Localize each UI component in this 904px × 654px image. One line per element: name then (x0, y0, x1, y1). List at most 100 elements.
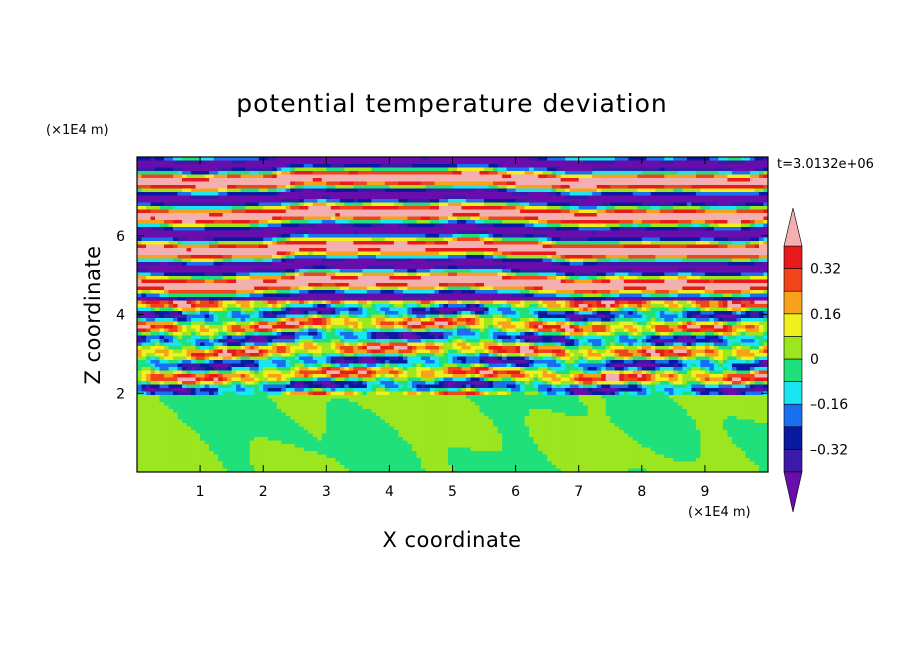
contour-cell (722, 244, 729, 249)
contour-cell (637, 164, 643, 169)
contour-cell (213, 199, 219, 204)
contour-cell (763, 206, 768, 211)
contour-cell (740, 262, 747, 267)
contour-cell (601, 258, 607, 263)
contour-cell (583, 276, 589, 281)
contour-cell (303, 220, 309, 225)
contour-cell (601, 248, 607, 253)
contour-cell (281, 272, 287, 277)
contour-cell (299, 279, 305, 284)
contour-cell (137, 262, 143, 267)
contour-cell (326, 216, 332, 221)
contour-cell (569, 251, 575, 256)
contour-cell (722, 255, 729, 260)
contour-cell (393, 195, 400, 200)
contour-cell (484, 185, 490, 190)
contour-cell (245, 255, 251, 260)
contour-cell (141, 258, 147, 263)
contour-cell (529, 220, 535, 225)
contour-cell (587, 251, 593, 256)
contour-cell (502, 199, 508, 204)
contour-cell (718, 164, 724, 169)
contour-cell (556, 234, 562, 239)
contour-cell (475, 223, 481, 228)
contour-cell (137, 216, 143, 221)
contour-cell (515, 178, 521, 183)
contour-cell (222, 160, 228, 165)
contour-cell (479, 202, 485, 207)
contour-cell (182, 258, 188, 263)
contour-cell (614, 171, 620, 176)
contour-cell (493, 192, 499, 197)
contour-cell (533, 157, 539, 162)
contour-cell (146, 223, 152, 228)
contour-cell (461, 237, 467, 242)
contour-cell (704, 178, 711, 183)
contour-cell (479, 220, 485, 225)
contour-cell (560, 258, 566, 263)
contour-cell (155, 237, 161, 242)
contour-cell (592, 234, 598, 239)
contour-cell (173, 167, 179, 172)
contour-cell (668, 269, 674, 274)
contour-cell (466, 279, 472, 284)
contour-cell (677, 188, 683, 193)
contour-cell (348, 237, 354, 242)
contour-cell (191, 216, 197, 221)
contour-cell (159, 244, 165, 249)
contour-cell (754, 234, 760, 239)
contour-cell (155, 255, 161, 260)
contour-cell (529, 255, 535, 260)
contour-cell (366, 220, 372, 225)
contour-cell (308, 241, 314, 246)
contour-cell (691, 248, 697, 253)
contour-cell (632, 237, 638, 242)
contour-cell (434, 234, 440, 239)
contour-cell (398, 220, 404, 225)
contour-cell (407, 234, 413, 239)
contour-cell (502, 209, 508, 214)
contour-cell (466, 213, 472, 218)
contour-cell (538, 185, 544, 190)
contour-cell (493, 265, 499, 270)
contour-cell (447, 192, 454, 197)
contour-cell (695, 178, 701, 183)
contour-cell (731, 164, 738, 169)
contour-cell (628, 185, 634, 190)
contour-cell (520, 216, 526, 221)
contour-cell (380, 269, 386, 274)
contour-cell (623, 269, 629, 274)
contour-cell (551, 279, 557, 284)
contour-cell (758, 174, 765, 179)
contour-cell (353, 230, 359, 235)
contour-cell (470, 216, 476, 221)
contour-cell (560, 251, 566, 256)
contour-cell (551, 265, 557, 270)
contour-cell (434, 213, 440, 218)
contour-cell (515, 269, 521, 274)
contour-cell (344, 241, 350, 246)
contour-cell (466, 276, 472, 281)
contour-cell (150, 223, 156, 228)
contour-cell (628, 248, 634, 253)
contour-cell (182, 216, 188, 221)
contour-cell (650, 171, 656, 176)
contour-cell (560, 185, 566, 190)
contour-cell (236, 181, 242, 186)
contour-cell (339, 230, 345, 235)
contour-cell (493, 223, 499, 228)
contour-cell (227, 174, 233, 179)
contour-cell (659, 181, 665, 186)
contour-cell (222, 216, 228, 221)
contour-cell (218, 248, 224, 253)
contour-cell (393, 279, 400, 284)
contour-cell (173, 258, 179, 263)
contour-cell (578, 227, 584, 232)
contour-cell (204, 195, 210, 200)
contour-cell (682, 164, 688, 169)
contour-cell (502, 241, 508, 246)
contour-cell (592, 209, 598, 214)
contour-cell (321, 209, 327, 214)
contour-cell (272, 202, 278, 207)
contour-cell (484, 174, 490, 179)
